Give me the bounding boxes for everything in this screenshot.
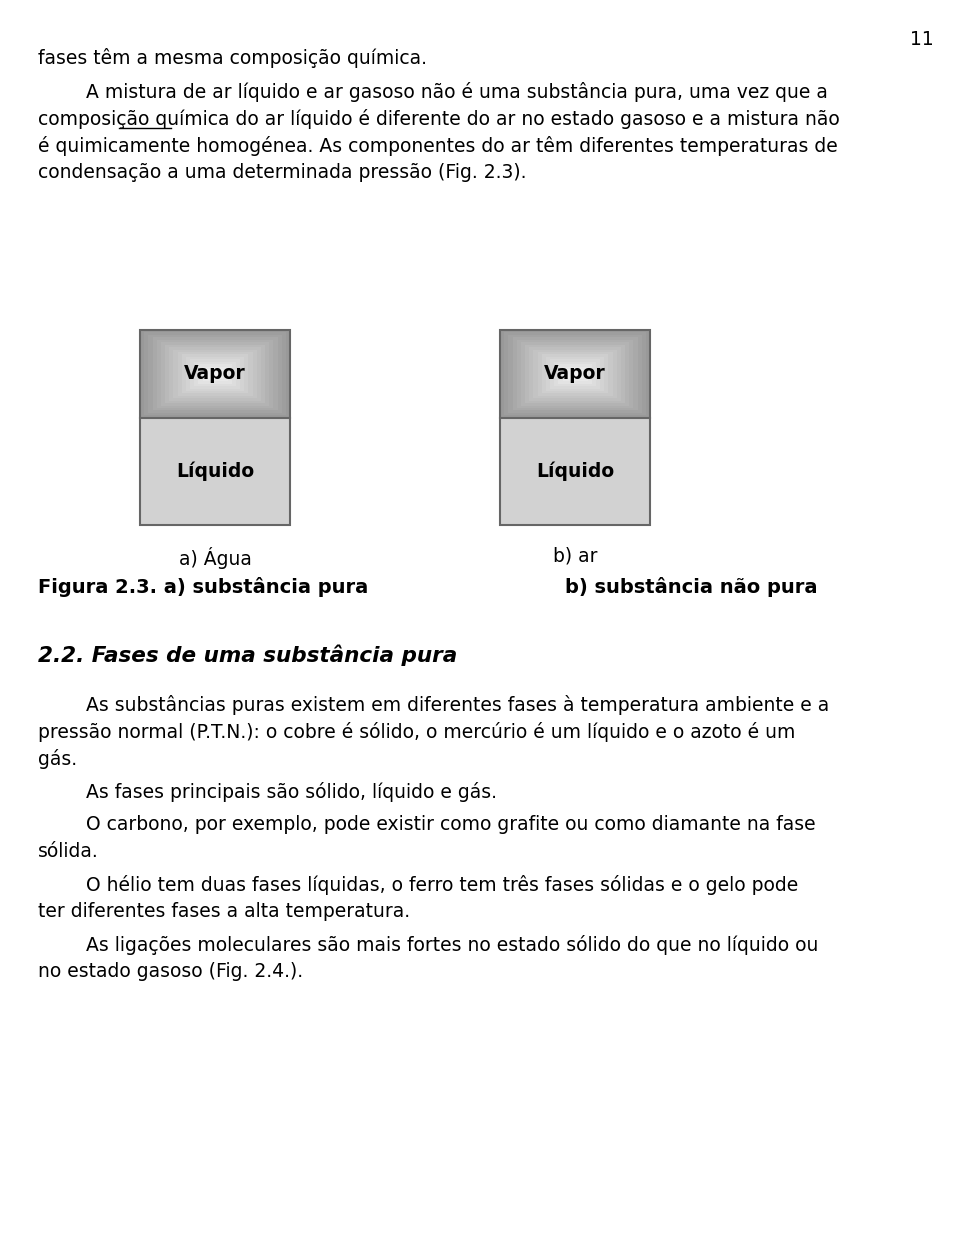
Text: As ligações moleculares são mais fortes no estado sólido do que no líquido ou: As ligações moleculares são mais fortes … [38,935,818,955]
Bar [140,418,290,525]
Bar [199,364,231,383]
Bar [140,330,290,418]
Text: ter diferentes fases a alta temperatura.: ter diferentes fases a alta temperatura. [38,902,410,921]
Bar [571,372,579,377]
Bar [550,360,600,388]
Text: 2.2. Fases de uma substância pura: 2.2. Fases de uma substância pura [38,644,457,667]
Bar [161,342,269,406]
Text: Líquido: Líquido [176,462,254,481]
Text: pressão normal (P.T.N.): o cobre é sólido, o mercúrio é um líquido e o azoto é u: pressão normal (P.T.N.): o cobre é sólid… [38,722,796,741]
Bar [140,330,290,525]
Text: a) Água: a) Água [179,547,252,569]
Bar [559,364,591,383]
Bar [563,367,588,381]
Text: O hélio tem duas fases líquidas, o ferro tem três fases sólidas e o gelo pode: O hélio tem duas fases líquidas, o ferro… [38,875,799,894]
Bar [541,355,609,393]
Text: Vapor: Vapor [544,364,606,383]
Text: condensação a uma determinada pressão (Fig. 2.3).: condensação a uma determinada pressão (F… [38,163,526,182]
Text: sólida.: sólida. [38,842,99,861]
Text: Figura 2.3. a) substância pura: Figura 2.3. a) substância pura [38,577,369,597]
Bar [211,372,219,377]
Bar [504,332,646,415]
Bar [194,362,236,386]
Bar [174,350,256,398]
Bar [525,345,625,403]
Text: composição química do ar líquido é diferente do ar no estado gasoso e a mistura : composição química do ar líquido é difer… [38,109,840,129]
Text: b) substância não pura: b) substância não pura [565,577,818,597]
Bar [206,369,224,378]
Bar [144,332,286,415]
Text: Líquido: Líquido [536,462,614,481]
Text: b) ar: b) ar [553,547,597,566]
Bar [153,337,277,411]
Bar [521,342,629,406]
Bar [190,360,240,388]
Bar [181,355,249,393]
Bar [186,357,244,391]
Text: gás.: gás. [38,749,77,769]
Text: 11: 11 [910,30,934,49]
Bar [538,352,612,396]
Text: As fases principais são sólido, líquido e gás.: As fases principais são sólido, líquido … [38,782,497,802]
Text: no estado gasoso (Fig. 2.4.).: no estado gasoso (Fig. 2.4.). [38,962,303,982]
Bar [165,345,265,403]
Bar [500,330,650,418]
Bar [169,347,261,401]
Bar [500,418,650,525]
Bar [203,367,228,381]
Text: Vapor: Vapor [184,364,246,383]
Text: O carbono, por exemplo, pode existir como grafite ou como diamante na fase: O carbono, por exemplo, pode existir com… [38,815,816,833]
Bar [149,335,281,413]
Text: fases têm a mesma composição química.: fases têm a mesma composição química. [38,49,427,68]
Bar [178,352,252,396]
Text: A mistura de ar líquido e ar gasoso não é uma substância pura, uma vez que a: A mistura de ar líquido e ar gasoso não … [38,82,828,102]
Bar [156,340,274,408]
Bar [513,337,637,411]
Bar [566,369,584,378]
Text: As substâncias puras existem em diferentes fases à temperatura ambiente e a: As substâncias puras existem em diferent… [38,695,829,715]
Bar [534,350,616,398]
Bar [529,347,621,401]
Bar [509,335,641,413]
Text: é quimicamente homogénea. As componentes do ar têm diferentes temperaturas de: é quimicamente homogénea. As componentes… [38,136,838,156]
Bar [546,357,604,391]
Bar [500,330,650,525]
Bar [516,340,634,408]
Bar [554,362,596,386]
